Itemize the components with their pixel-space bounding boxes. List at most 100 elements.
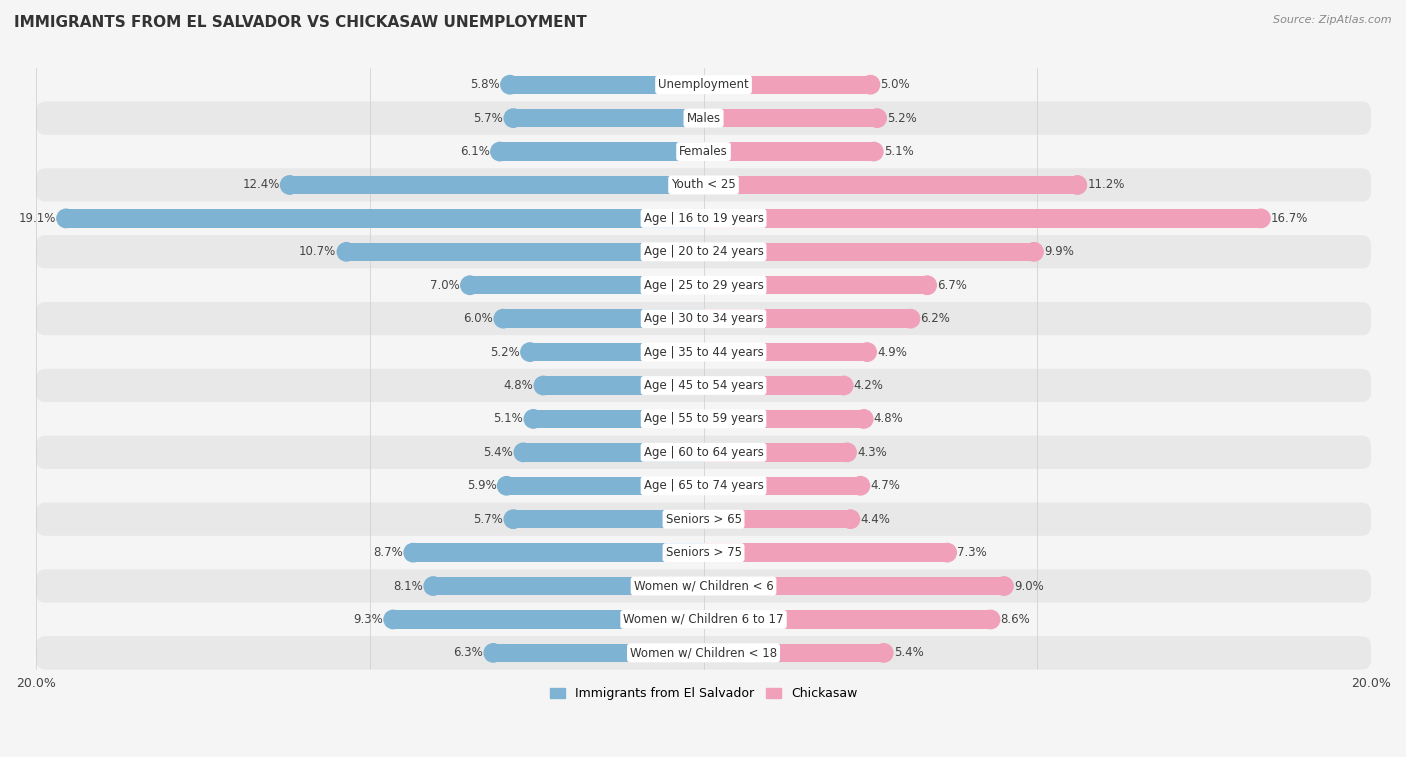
FancyBboxPatch shape	[37, 201, 1371, 235]
Text: Women w/ Children < 6: Women w/ Children < 6	[634, 580, 773, 593]
Circle shape	[425, 577, 443, 595]
FancyBboxPatch shape	[37, 302, 1371, 335]
Bar	[290, 176, 703, 194]
Text: Age | 20 to 24 years: Age | 20 to 24 years	[644, 245, 763, 258]
Text: 8.7%: 8.7%	[374, 546, 404, 559]
FancyBboxPatch shape	[37, 636, 1371, 670]
Bar	[703, 142, 873, 160]
Text: 16.7%: 16.7%	[1271, 212, 1309, 225]
Text: 5.0%: 5.0%	[880, 78, 910, 91]
Bar	[494, 643, 703, 662]
FancyBboxPatch shape	[37, 335, 1371, 369]
Text: Women w/ Children < 18: Women w/ Children < 18	[630, 646, 778, 659]
Bar	[703, 376, 844, 394]
Bar	[470, 276, 703, 294]
Bar	[501, 142, 703, 160]
Bar	[703, 243, 1033, 261]
Text: 11.2%: 11.2%	[1087, 179, 1125, 192]
Circle shape	[337, 243, 356, 261]
FancyBboxPatch shape	[37, 369, 1371, 402]
Bar	[533, 410, 703, 428]
Text: 5.4%: 5.4%	[484, 446, 513, 459]
Circle shape	[484, 643, 502, 662]
Text: 5.1%: 5.1%	[884, 145, 914, 158]
Text: Age | 16 to 19 years: Age | 16 to 19 years	[644, 212, 763, 225]
Text: Age | 30 to 34 years: Age | 30 to 34 years	[644, 312, 763, 326]
Circle shape	[981, 610, 1000, 628]
Text: Age | 35 to 44 years: Age | 35 to 44 years	[644, 346, 763, 359]
Circle shape	[505, 109, 523, 127]
Circle shape	[858, 343, 876, 361]
Bar	[433, 577, 703, 595]
Legend: Immigrants from El Salvador, Chickasaw: Immigrants from El Salvador, Chickasaw	[544, 683, 862, 706]
Bar	[394, 610, 703, 628]
FancyBboxPatch shape	[37, 569, 1371, 603]
Text: 5.8%: 5.8%	[471, 78, 501, 91]
Bar	[503, 310, 703, 328]
Text: 6.0%: 6.0%	[464, 312, 494, 326]
Circle shape	[520, 343, 538, 361]
Circle shape	[1251, 209, 1270, 228]
Text: 4.4%: 4.4%	[860, 512, 890, 525]
Text: 5.7%: 5.7%	[474, 512, 503, 525]
Circle shape	[515, 443, 533, 462]
Bar	[513, 510, 703, 528]
Circle shape	[851, 477, 869, 495]
Text: Unemployment: Unemployment	[658, 78, 749, 91]
Text: 4.9%: 4.9%	[877, 346, 907, 359]
Circle shape	[491, 142, 509, 160]
FancyBboxPatch shape	[37, 503, 1371, 536]
Text: 4.8%: 4.8%	[873, 413, 904, 425]
Bar	[703, 544, 948, 562]
Text: 4.2%: 4.2%	[853, 379, 883, 392]
FancyBboxPatch shape	[37, 168, 1371, 201]
Bar	[506, 477, 703, 495]
Circle shape	[534, 376, 553, 394]
Bar	[703, 109, 877, 127]
Text: 19.1%: 19.1%	[18, 212, 56, 225]
Bar	[703, 577, 1004, 595]
Text: Age | 60 to 64 years: Age | 60 to 64 years	[644, 446, 763, 459]
Text: 7.3%: 7.3%	[957, 546, 987, 559]
Bar	[703, 610, 991, 628]
Circle shape	[524, 410, 543, 428]
Circle shape	[841, 510, 859, 528]
Text: 4.3%: 4.3%	[858, 446, 887, 459]
FancyBboxPatch shape	[37, 536, 1371, 569]
Circle shape	[1025, 243, 1043, 261]
Circle shape	[56, 209, 76, 228]
Text: Age | 65 to 74 years: Age | 65 to 74 years	[644, 479, 763, 492]
FancyBboxPatch shape	[37, 603, 1371, 636]
Text: 6.1%: 6.1%	[460, 145, 489, 158]
Text: Source: ZipAtlas.com: Source: ZipAtlas.com	[1274, 15, 1392, 25]
Text: 9.9%: 9.9%	[1045, 245, 1074, 258]
Bar	[530, 343, 703, 361]
FancyBboxPatch shape	[37, 435, 1371, 469]
FancyBboxPatch shape	[37, 269, 1371, 302]
Text: 5.9%: 5.9%	[467, 479, 496, 492]
Bar	[703, 209, 1261, 228]
Text: Seniors > 75: Seniors > 75	[665, 546, 741, 559]
Text: 9.3%: 9.3%	[353, 613, 384, 626]
Text: Age | 55 to 59 years: Age | 55 to 59 years	[644, 413, 763, 425]
Circle shape	[995, 577, 1014, 595]
Text: 5.4%: 5.4%	[894, 646, 924, 659]
Bar	[413, 544, 703, 562]
Bar	[346, 243, 703, 261]
FancyBboxPatch shape	[37, 135, 1371, 168]
Bar	[703, 643, 884, 662]
Circle shape	[918, 276, 936, 294]
Text: 12.4%: 12.4%	[242, 179, 280, 192]
Text: 5.1%: 5.1%	[494, 413, 523, 425]
Text: 5.7%: 5.7%	[474, 111, 503, 125]
Bar	[703, 510, 851, 528]
Text: 8.6%: 8.6%	[1001, 613, 1031, 626]
Text: 8.1%: 8.1%	[394, 580, 423, 593]
Circle shape	[855, 410, 873, 428]
Circle shape	[498, 477, 516, 495]
Bar	[703, 343, 868, 361]
Circle shape	[868, 109, 886, 127]
Text: IMMIGRANTS FROM EL SALVADOR VS CHICKASAW UNEMPLOYMENT: IMMIGRANTS FROM EL SALVADOR VS CHICKASAW…	[14, 15, 586, 30]
Text: Females: Females	[679, 145, 728, 158]
Bar	[703, 410, 863, 428]
